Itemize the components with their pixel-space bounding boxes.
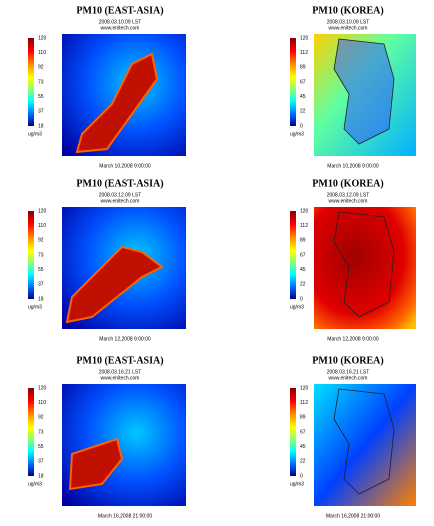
colorbar-label: 112 — [300, 400, 308, 406]
panel-site: www.enitech.com — [101, 375, 140, 381]
colorbar-unit: ug/m3 — [290, 481, 304, 487]
colorbar — [290, 38, 296, 126]
colorbar-label: 89 — [300, 238, 306, 244]
colorbar-label: 55 — [38, 94, 44, 100]
colorbar-label: 18 — [38, 123, 44, 129]
panel-footer: March 10,2008 9:00:00 — [99, 163, 151, 169]
colorbar — [28, 211, 34, 299]
colorbar-unit: ug/m3 — [28, 131, 42, 137]
colorbar-label: 37 — [38, 459, 44, 465]
colorbar-label: 45 — [300, 267, 306, 273]
colorbar-label: 92 — [38, 415, 44, 421]
colorbar-label: 55 — [38, 444, 44, 450]
colorbar-label: 92 — [38, 65, 44, 71]
colorbar-label: 110 — [38, 400, 46, 406]
panel-footer: March 16,2008 21:00:00 — [326, 513, 380, 519]
colorbar-label: 55 — [38, 267, 44, 273]
colorbar — [28, 38, 34, 126]
colorbar-label: 37 — [38, 109, 44, 115]
panel-site: www.enitech.com — [329, 375, 368, 381]
colorbar-label: 67 — [300, 79, 306, 85]
colorbar-label: 0 — [300, 296, 303, 302]
colorbar — [290, 388, 296, 476]
colorbar-label: 89 — [300, 65, 306, 71]
colorbar-label: 89 — [300, 415, 306, 421]
colorbar-label: 0 — [300, 473, 303, 479]
map — [314, 384, 416, 506]
colorbar-label: 112 — [300, 50, 308, 56]
colorbar-label: 92 — [38, 238, 44, 244]
colorbar-label: 120 — [38, 208, 47, 214]
panel-title: PM10 (EAST-ASIA) — [76, 355, 163, 366]
colorbar-label: 110 — [38, 223, 46, 229]
panel-title: PM10 (KOREA) — [312, 355, 383, 366]
colorbar-label: 110 — [38, 50, 46, 56]
panel-site: www.enitech.com — [329, 25, 368, 31]
panel-title: PM10 (EAST-ASIA) — [76, 178, 163, 189]
panel-site: www.enitech.com — [329, 198, 368, 204]
colorbar-label: 37 — [38, 282, 44, 288]
colorbar-label: 67 — [300, 252, 306, 258]
colorbar-label: 73 — [38, 79, 44, 85]
panel-footer: March 16,2008 21:00:00 — [98, 513, 152, 519]
colorbar-label: 120 — [300, 35, 309, 41]
panel-footer: March 10,2008 9:00:00 — [327, 163, 379, 169]
colorbar-label: 120 — [300, 385, 309, 391]
panel-title: PM10 (EAST-ASIA) — [76, 5, 163, 16]
panel-title: PM10 (KOREA) — [312, 178, 383, 189]
colorbar — [290, 211, 296, 299]
colorbar-label: 18 — [38, 473, 44, 479]
colorbar-label: 22 — [300, 459, 306, 465]
colorbar-unit: ug/m3 — [290, 131, 304, 137]
panel-footer: March 12,2008 9:00:00 — [99, 336, 151, 342]
colorbar-unit: ug/m3 — [28, 304, 42, 310]
colorbar-label: 45 — [300, 94, 306, 100]
colorbar-label: 0 — [300, 123, 303, 129]
colorbar-label: 120 — [38, 385, 47, 391]
colorbar-label: 120 — [300, 208, 309, 214]
colorbar-label: 22 — [300, 109, 306, 115]
colorbar-label: 18 — [38, 296, 44, 302]
panel-site: www.enitech.com — [101, 25, 140, 31]
colorbar — [28, 388, 34, 476]
figure: PM10 (EAST-ASIA)2008.03.10.09 LSTwww.eni… — [0, 0, 434, 526]
colorbar-unit: ug/m3 — [290, 304, 304, 310]
panel-footer: March 12,2008 9:00:00 — [327, 336, 379, 342]
colorbar-label: 73 — [38, 252, 44, 258]
colorbar-label: 73 — [38, 429, 44, 435]
map — [314, 207, 416, 329]
colorbar-label: 112 — [300, 223, 308, 229]
colorbar-label: 120 — [38, 35, 47, 41]
colorbar-label: 67 — [300, 429, 306, 435]
panel-site: www.enitech.com — [101, 198, 140, 204]
colorbar-label: 22 — [300, 282, 306, 288]
colorbar-label: 45 — [300, 444, 306, 450]
colorbar-unit: ug/m3 — [28, 481, 42, 487]
panel-title: PM10 (KOREA) — [312, 5, 383, 16]
